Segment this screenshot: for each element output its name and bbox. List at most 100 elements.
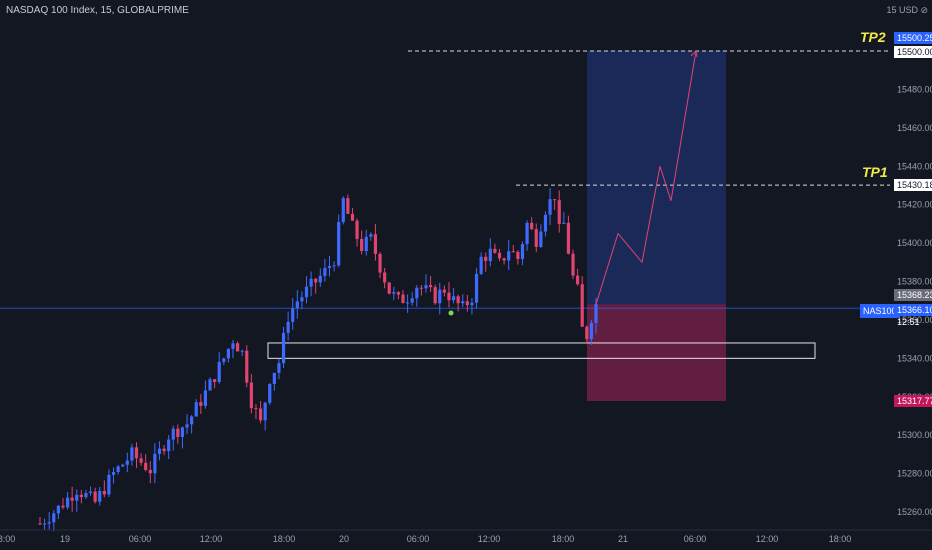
tp2-high-price-label: 15500.25 <box>894 32 932 44</box>
candle-body <box>309 278 313 287</box>
candle-body <box>295 301 299 309</box>
candle-body <box>277 363 281 373</box>
candle-body <box>88 491 93 494</box>
candle-body <box>79 494 83 498</box>
position-zones <box>267 50 816 402</box>
time-tick-label: 18:00 <box>552 534 575 544</box>
candle-body <box>102 491 106 495</box>
candle-body <box>387 282 391 294</box>
candle-body <box>203 390 208 406</box>
candle-body <box>162 448 166 452</box>
candle-body <box>502 258 506 261</box>
candle-body <box>144 462 148 470</box>
candle-body <box>442 289 446 293</box>
candle-body <box>410 298 414 303</box>
candle-body <box>153 453 157 474</box>
candle-body <box>121 464 125 467</box>
candle-body <box>594 304 598 323</box>
price-tick-label: 15300.00 <box>897 430 932 440</box>
chart-title: NASDAQ 100 Index, 15, GLOBALPRIME <box>6 5 189 16</box>
candle-body <box>180 427 185 437</box>
price-tick-label: 15260.00 <box>897 507 932 517</box>
candle-body <box>364 236 368 252</box>
time-tick-label: 18:00 <box>273 534 296 544</box>
symbol-tag[interactable]: NAS100 <box>860 304 900 318</box>
candle-body <box>111 472 116 475</box>
price-tick-label: 15340.00 <box>897 353 932 363</box>
candle-body <box>438 289 442 304</box>
time-axis[interactable]: 18:00 19 06:00 12:00 18:00 20 06:00 12:00 18:00 2… <box>0 529 932 544</box>
candle-body <box>488 248 492 262</box>
candle-body <box>199 402 203 406</box>
candle-body <box>130 447 134 461</box>
candle-body <box>42 523 47 525</box>
candle-body <box>451 296 456 301</box>
candle-body <box>392 292 396 294</box>
candle-body <box>318 275 322 283</box>
candle-body <box>474 273 479 303</box>
candle-body <box>107 474 111 495</box>
price-tick-label: 15440.00 <box>897 161 932 171</box>
candle-body <box>217 361 221 383</box>
target-zone <box>587 50 726 305</box>
candle-body <box>419 287 423 289</box>
candle-body <box>543 214 548 232</box>
candle-body <box>516 251 520 260</box>
candle-body <box>194 402 198 417</box>
candle-timer: 12:51 <box>897 317 920 327</box>
signal-dot <box>448 310 454 316</box>
projection-arrowhead <box>690 49 698 58</box>
candle-body <box>525 222 529 245</box>
time-tick-label: 20 <box>339 534 349 544</box>
candle-body <box>116 466 120 473</box>
candle-body <box>139 458 143 463</box>
current-price-label: 15366.10 <box>894 304 932 316</box>
candle-body <box>52 513 56 523</box>
time-tick-label: 12:00 <box>478 534 501 544</box>
candle-body <box>268 383 272 403</box>
candle-body <box>304 286 309 298</box>
candle-body <box>213 379 217 383</box>
candle-body <box>424 285 428 289</box>
candle-body <box>530 222 534 230</box>
candle-body <box>350 213 355 221</box>
tp2-price-label: 15500.00 <box>894 46 932 58</box>
candle-body <box>507 251 511 261</box>
candle-body <box>493 248 497 253</box>
candle-body <box>456 296 460 304</box>
time-tick-label: 21 <box>618 534 628 544</box>
candle-body <box>580 284 584 327</box>
currency-label[interactable]: 15 USD ⊘ <box>886 5 928 15</box>
candle-body <box>566 222 571 254</box>
time-tick-label: 06:00 <box>407 534 430 544</box>
candle-body <box>341 198 345 223</box>
candle-body <box>433 287 437 304</box>
stop-price-label: 15317.77 <box>894 395 932 407</box>
candle-body <box>286 321 290 333</box>
time-tick-label: 19 <box>60 534 70 544</box>
candle-body <box>47 522 51 524</box>
candle-body <box>93 491 97 502</box>
candle-body <box>406 302 410 304</box>
demand-zone-box <box>267 342 816 359</box>
candle-body <box>479 256 483 274</box>
price-axis[interactable]: 15260.0015280.0015300.0015320.0015340.00… <box>890 0 932 530</box>
candle-body <box>240 350 244 352</box>
candle-body <box>401 294 405 304</box>
time-tick-label: 18:00 <box>829 534 852 544</box>
price-tick-label: 15380.00 <box>897 277 932 287</box>
candle-body <box>176 428 180 437</box>
candle-body <box>258 408 263 421</box>
candle-body <box>396 292 401 295</box>
candle-body <box>548 199 552 215</box>
candle-body <box>167 439 171 452</box>
price-tick-label: 15280.00 <box>897 469 932 479</box>
candle-body <box>38 523 42 525</box>
candle-body <box>249 382 253 409</box>
candle-body <box>125 460 129 465</box>
tp1-price-label: 15430.18 <box>894 179 932 191</box>
candle-body <box>157 448 162 454</box>
candle-body <box>56 505 60 514</box>
